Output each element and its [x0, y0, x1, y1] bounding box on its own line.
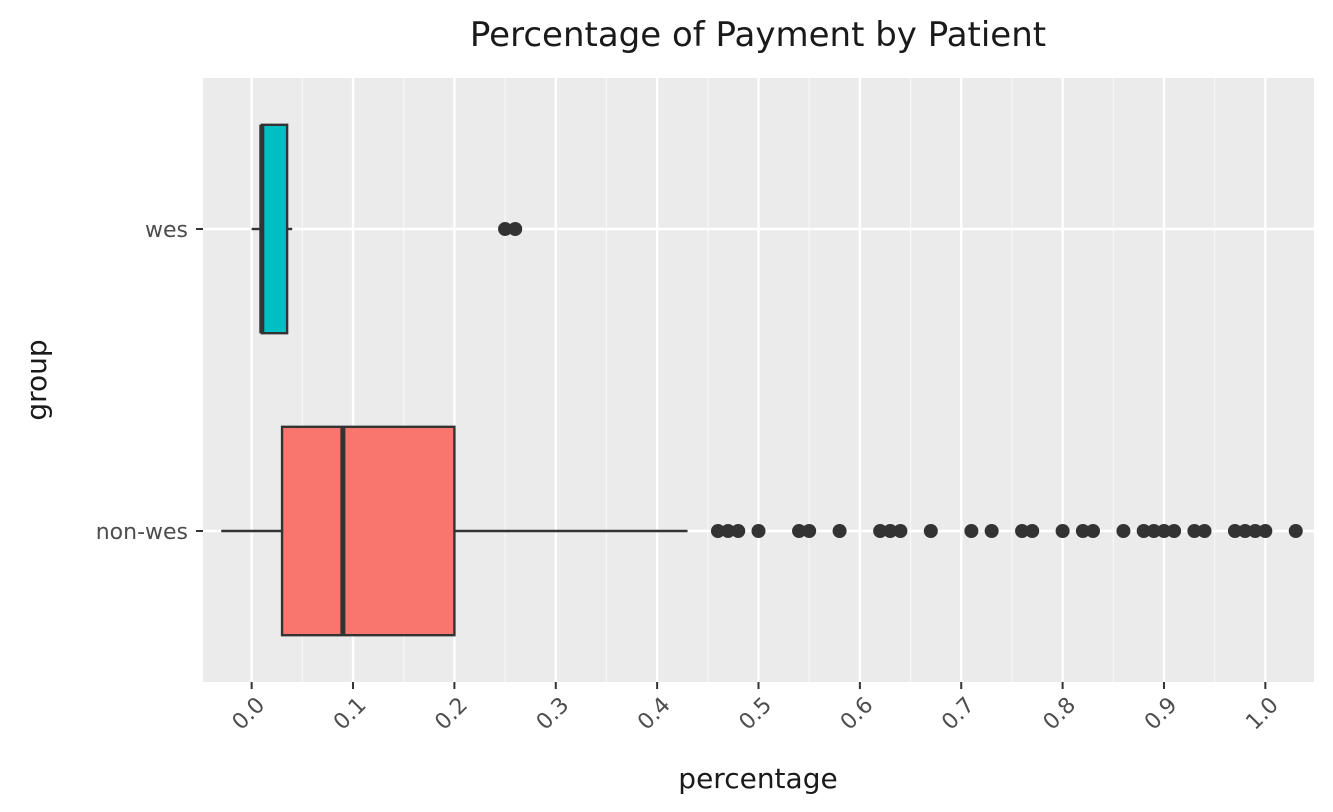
- outlier-point: [1197, 524, 1212, 538]
- box-iqr: [280, 425, 456, 637]
- outlier-point: [751, 524, 766, 538]
- box-non-wes: [221, 425, 1303, 637]
- outlier-point: [792, 524, 807, 538]
- outlier-point: [1075, 524, 1090, 538]
- x-tick-label: 0.0: [228, 693, 270, 735]
- outlier-point: [1086, 524, 1101, 538]
- boxes: [221, 123, 1303, 637]
- grid-major: [203, 78, 1314, 682]
- grid-minor: [301, 78, 1216, 682]
- x-tick-label: 0.7: [937, 693, 979, 735]
- outlier-point: [1258, 524, 1273, 538]
- outlier-point: [1238, 524, 1253, 538]
- outlier-point: [731, 524, 746, 538]
- x-tick-label: 0.4: [633, 693, 675, 735]
- box-iqr: [260, 123, 289, 335]
- x-tick-label: 0.2: [430, 693, 472, 735]
- outlier-point: [710, 524, 725, 538]
- y-axis: wes non-wes: [96, 218, 203, 545]
- outlier-point: [1227, 524, 1242, 538]
- x-axis-title: percentage: [678, 762, 837, 795]
- x-tick-label: 0.3: [532, 693, 574, 735]
- outlier-point: [1187, 524, 1202, 538]
- outlier-point: [1136, 524, 1151, 538]
- x-tick-label: 0.8: [1039, 693, 1081, 735]
- outlier-point: [1055, 524, 1070, 538]
- y-axis-title: group: [20, 339, 53, 420]
- outlier-point: [1025, 524, 1040, 538]
- x-tick-label: 0.1: [329, 693, 371, 735]
- x-tick-label: 1.0: [1241, 693, 1283, 735]
- x-tick-label: 0.6: [836, 693, 878, 735]
- outlier-point: [984, 524, 999, 538]
- outlier-point: [893, 524, 908, 538]
- outlier-point: [832, 524, 847, 538]
- outlier-point: [1167, 524, 1182, 538]
- outlier-point: [802, 524, 817, 538]
- outlier-point: [883, 524, 898, 538]
- outlier-point: [923, 524, 938, 538]
- outlier-point: [508, 222, 523, 236]
- outlier-point: [873, 524, 888, 538]
- y-tick-label: non-wes: [96, 520, 188, 545]
- x-tick-label: 0.5: [735, 693, 777, 735]
- outlier-point: [1146, 524, 1161, 538]
- y-tick-label: wes: [145, 218, 188, 243]
- outlier-point: [1015, 524, 1030, 538]
- outlier-point: [1116, 524, 1131, 538]
- outlier-point: [1156, 524, 1171, 538]
- outlier-point: [721, 524, 736, 538]
- box-wes: [251, 123, 523, 335]
- x-tick-label: 0.9: [1140, 693, 1182, 735]
- x-axis: 0.0 0.1 0.2 0.3 0.4 0.5 0.6 0.7 0.8 0.9 1.0: [228, 682, 1284, 735]
- outlier-point: [964, 524, 979, 538]
- chart-title: Percentage of Payment by Patient: [470, 15, 1046, 55]
- outlier-point: [498, 222, 513, 236]
- outlier-point: [1248, 524, 1263, 538]
- outlier-point: [1288, 524, 1303, 538]
